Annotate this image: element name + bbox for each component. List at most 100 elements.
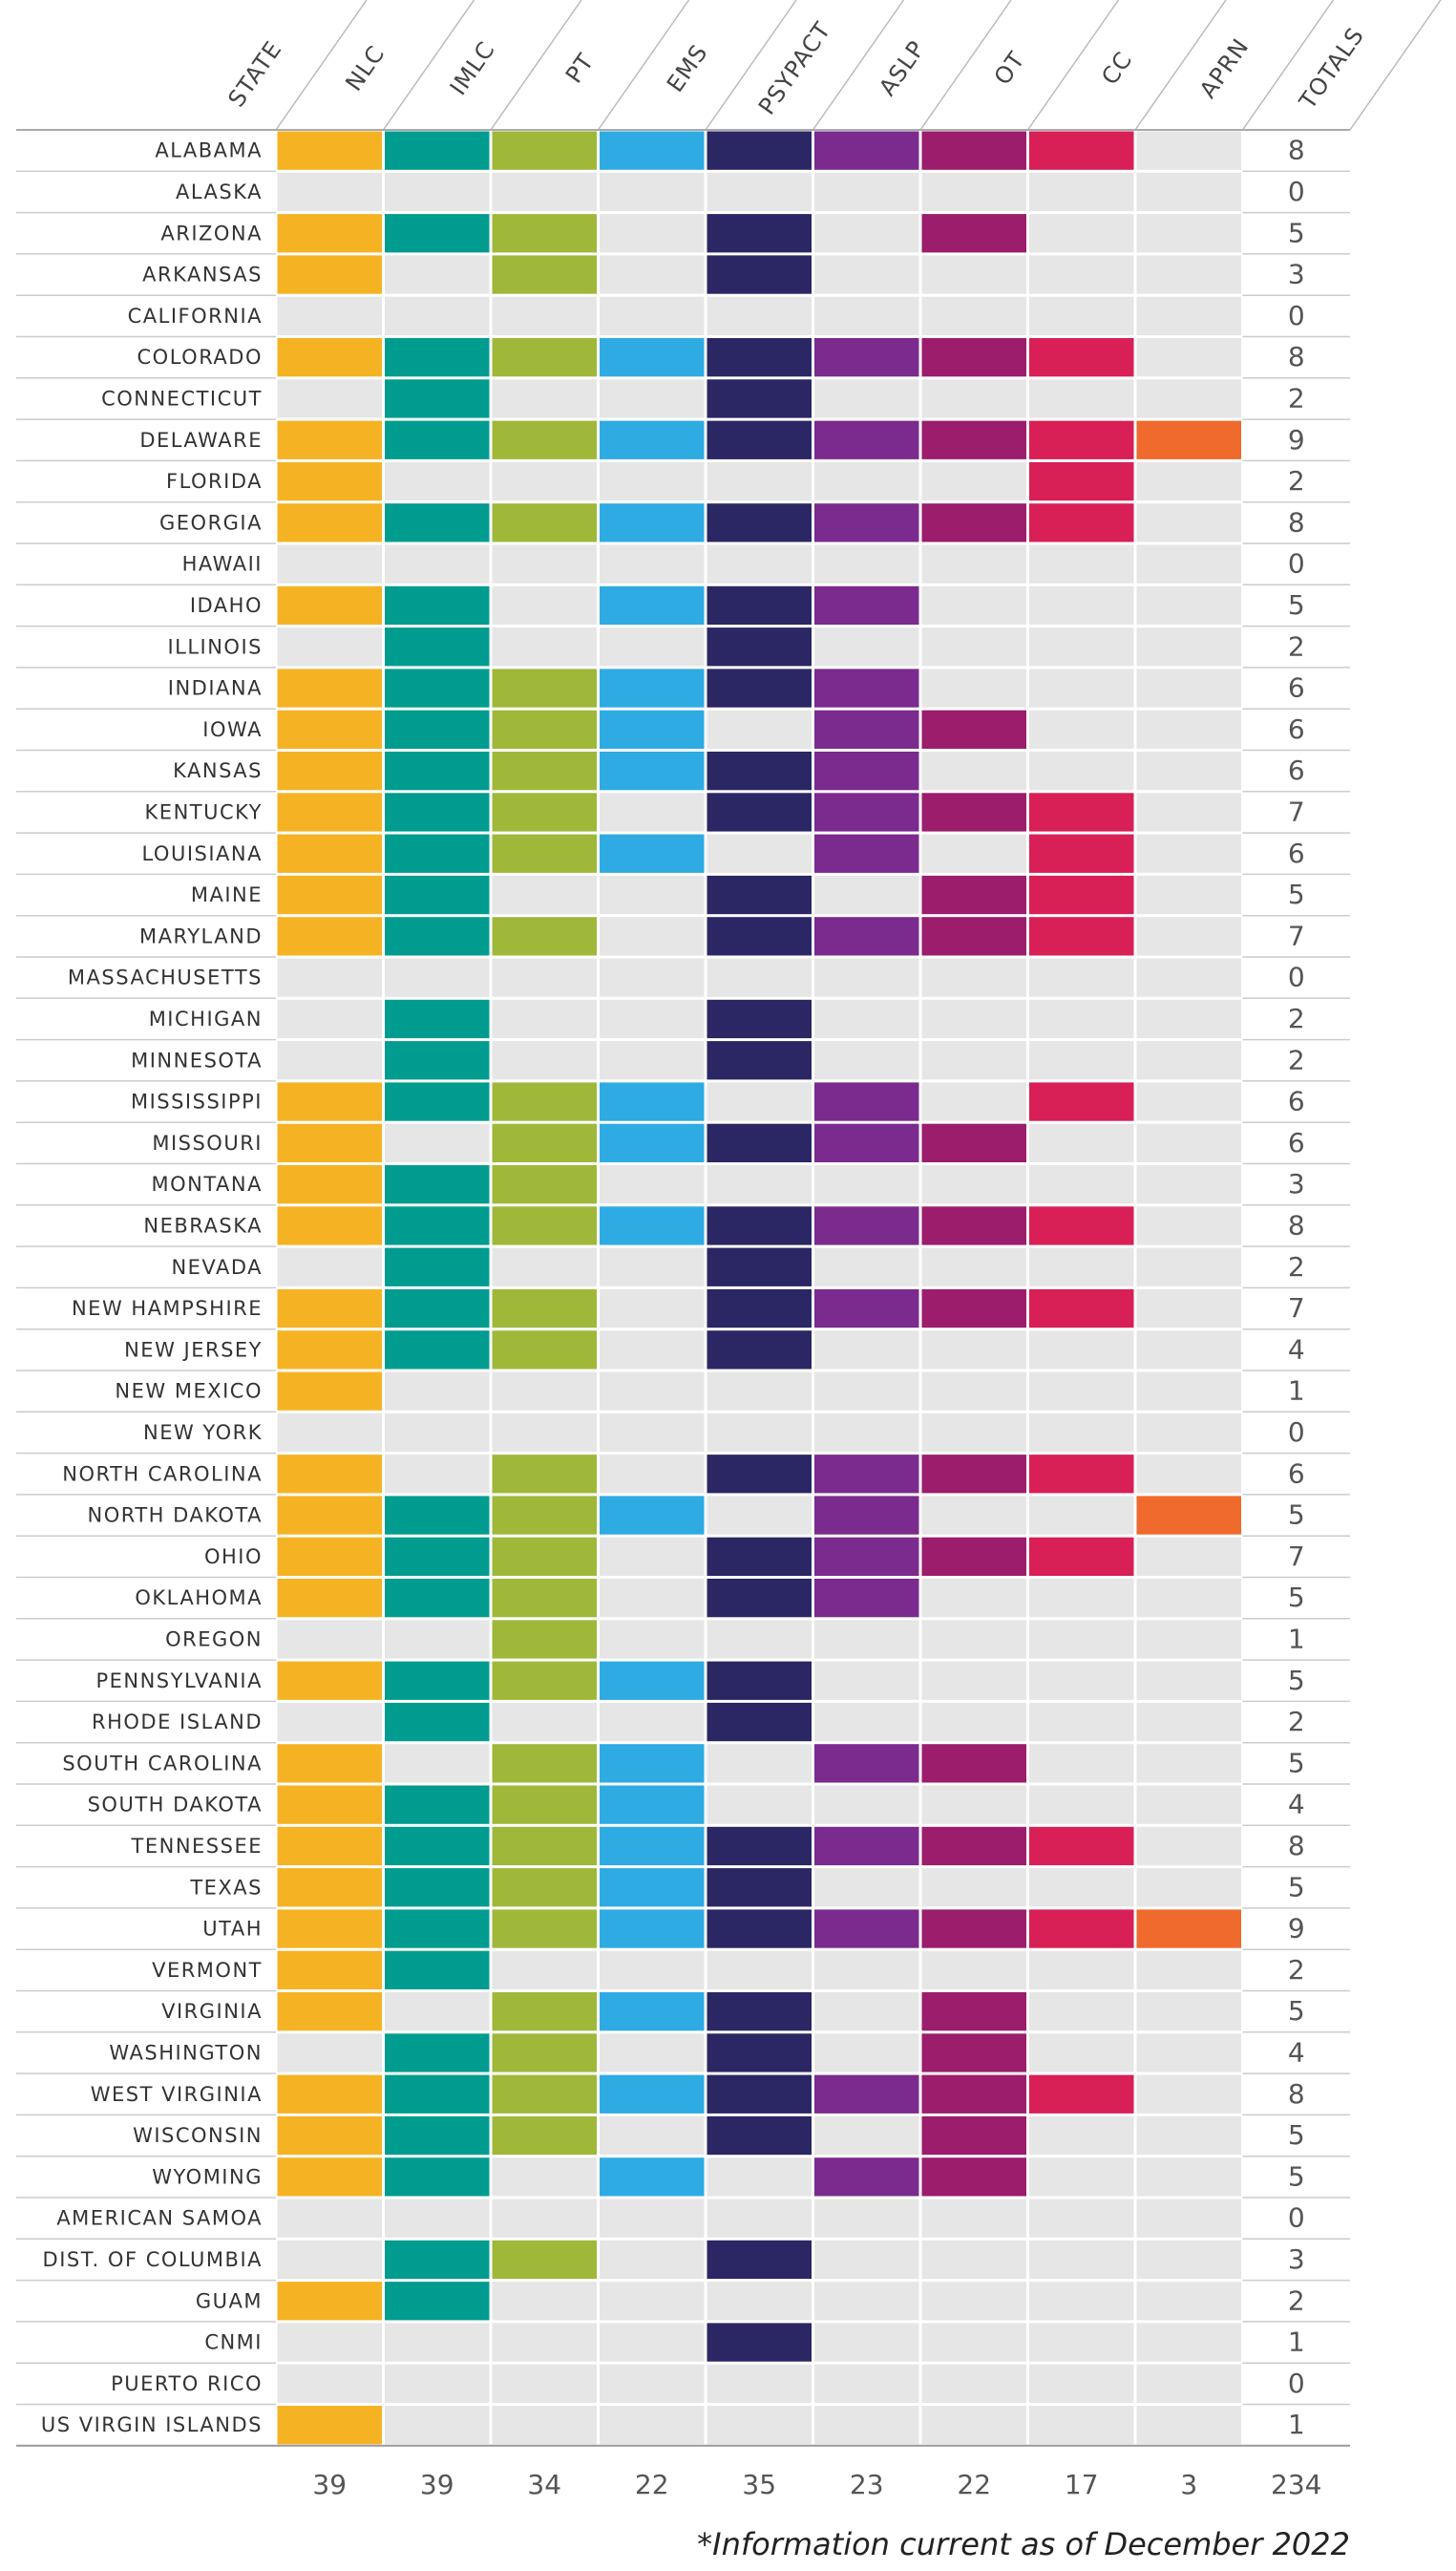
- membership-cell: [814, 1165, 919, 1204]
- membership-cell: [492, 917, 597, 956]
- membership-cell: [492, 2406, 597, 2445]
- membership-cell: [814, 1620, 919, 1659]
- membership-cell: [814, 710, 919, 749]
- membership-cell: [707, 2199, 812, 2238]
- row-total: 2: [1288, 1251, 1305, 1283]
- membership-cell: [1029, 1661, 1134, 1700]
- membership-cell: [814, 2364, 919, 2403]
- membership-cell: [707, 669, 812, 708]
- row-total: 5: [1288, 1499, 1305, 1531]
- state-label: NEW HAMPSHIRE: [72, 1297, 263, 1320]
- membership-cell: [707, 2323, 812, 2362]
- membership-cell: [277, 834, 382, 873]
- header-divider: [1026, 0, 1120, 131]
- membership-cell: [921, 255, 1026, 294]
- row-total: 6: [1288, 838, 1305, 869]
- membership-cell: [707, 2364, 812, 2403]
- membership-cell: [1136, 917, 1241, 956]
- membership-cell: [277, 1082, 382, 1121]
- state-label: OKLAHOMA: [135, 1586, 263, 1609]
- membership-cell: [1136, 1247, 1241, 1286]
- row-total: 6: [1288, 672, 1305, 704]
- membership-cell: [277, 2074, 382, 2114]
- membership-cell: [1029, 1413, 1134, 1453]
- membership-cell: [492, 627, 597, 667]
- membership-cell: [1136, 585, 1241, 626]
- row-total: 2: [1288, 465, 1305, 497]
- membership-cell: [814, 544, 919, 584]
- membership-cell: [492, 1123, 597, 1162]
- membership-cell: [277, 1330, 382, 1370]
- membership-cell: [921, 875, 1026, 915]
- membership-cell: [600, 1826, 705, 1866]
- membership-cell: [814, 1455, 919, 1494]
- membership-cell: [814, 999, 919, 1039]
- state-label: ALABAMA: [155, 139, 263, 162]
- membership-cell: [921, 1868, 1026, 1907]
- membership-cell: [385, 2323, 490, 2362]
- membership-cell: [385, 875, 490, 915]
- state-label: CNMI: [204, 2331, 263, 2354]
- membership-cell: [600, 834, 705, 873]
- membership-cell: [492, 585, 597, 626]
- membership-cell: [385, 1496, 490, 1535]
- membership-cell: [600, 793, 705, 832]
- membership-cell: [921, 1702, 1026, 1742]
- row-total: 4: [1288, 2036, 1305, 2068]
- membership-cell: [814, 1661, 919, 1700]
- membership-cell: [600, 2074, 705, 2114]
- membership-cell: [921, 2282, 1026, 2321]
- membership-cell: [1029, 917, 1134, 956]
- membership-cell: [814, 338, 919, 377]
- row-total: 5: [1288, 1582, 1305, 1613]
- membership-cell: [385, 585, 490, 626]
- membership-cell: [707, 1123, 812, 1162]
- column-header: OT: [989, 47, 1030, 90]
- membership-cell: [814, 1371, 919, 1411]
- state-label: MAINE: [191, 883, 263, 906]
- membership-cell: [600, 2364, 705, 2403]
- membership-cell: [1029, 2074, 1134, 2114]
- membership-cell: [600, 544, 705, 584]
- membership-cell: [385, 627, 490, 667]
- membership-cell: [921, 172, 1026, 212]
- membership-cell: [277, 2115, 382, 2156]
- membership-cell: [492, 255, 597, 294]
- membership-cell: [921, 1330, 1026, 1370]
- membership-cell: [814, 1247, 919, 1286]
- membership-cell: [277, 2364, 382, 2403]
- membership-cell: [277, 379, 382, 418]
- header-divider: [382, 0, 475, 131]
- membership-cell: [921, 2157, 1026, 2197]
- membership-cell: [277, 710, 382, 749]
- row-total: 9: [1288, 424, 1305, 456]
- membership-cell: [277, 420, 382, 459]
- membership-cell: [385, 1371, 490, 1411]
- membership-cell: [921, 2364, 1026, 2403]
- membership-cell: [277, 296, 382, 335]
- membership-cell: [1136, 420, 1241, 459]
- membership-cell: [814, 1744, 919, 1783]
- state-label: FLORIDA: [166, 470, 263, 493]
- state-label: US VIRGIN ISLANDS: [41, 2413, 263, 2436]
- membership-cell: [385, 1950, 490, 1989]
- membership-cell: [600, 752, 705, 791]
- membership-cell: [1136, 1165, 1241, 1204]
- membership-cell: [921, 2115, 1026, 2156]
- state-label: NEBRASKA: [143, 1214, 263, 1237]
- membership-cell: [1136, 503, 1241, 542]
- membership-cell: [277, 1165, 382, 1204]
- membership-cell: [600, 2240, 705, 2280]
- membership-cell: [814, 2240, 919, 2280]
- membership-cell: [277, 2282, 382, 2321]
- membership-cell: [1029, 669, 1134, 708]
- membership-cell: [492, 296, 597, 335]
- membership-cell: [921, 999, 1026, 1039]
- membership-cell: [707, 2074, 812, 2114]
- membership-cell: [921, 2199, 1026, 2238]
- membership-cell: [1136, 1413, 1241, 1453]
- membership-cell: [492, 1455, 597, 1494]
- membership-cell: [921, 1206, 1026, 1245]
- membership-cell: [1029, 172, 1134, 212]
- membership-cell: [600, 296, 705, 335]
